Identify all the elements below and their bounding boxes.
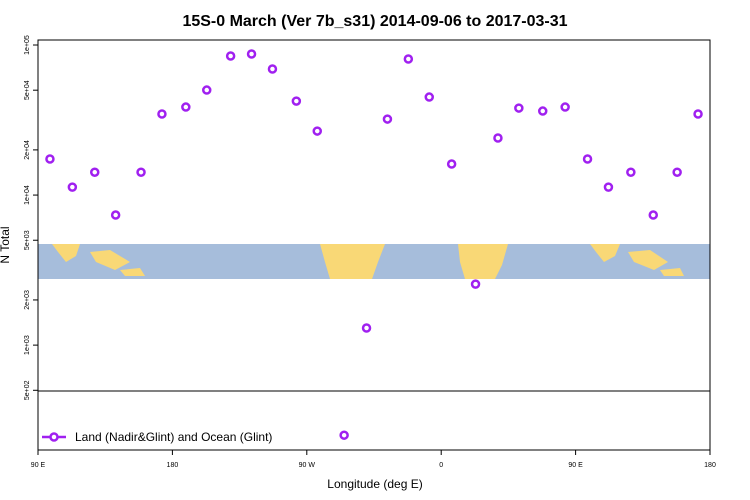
y-tick-label: 2e+03	[24, 290, 31, 310]
point	[201, 85, 212, 95]
point	[267, 64, 278, 74]
y-tick-label: 1e+05	[24, 35, 31, 55]
point	[537, 106, 548, 116]
y-tick-label: 1e+03	[24, 335, 31, 355]
x-axis-label: Longitude (deg E)	[327, 477, 422, 491]
x-tick-label: 180	[704, 462, 716, 469]
point	[446, 159, 457, 169]
point	[493, 133, 503, 143]
point	[672, 167, 682, 177]
map-band	[38, 244, 710, 279]
x-tick-label: 0	[439, 462, 443, 469]
y-axis-label: N Total	[0, 226, 12, 263]
legend-label: Land (Nadir&Glint) and Ocean (Glint)	[75, 430, 272, 444]
point	[582, 154, 593, 164]
chart-title: 15S-0 March (Ver 7b_s31) 2014-09-06 to 2…	[182, 13, 567, 30]
point	[382, 114, 393, 124]
point	[603, 182, 614, 192]
point	[246, 49, 257, 59]
point	[67, 182, 78, 192]
x-tick-label: 90 E	[31, 462, 46, 469]
point	[514, 103, 524, 113]
point	[403, 54, 414, 64]
point	[693, 109, 703, 119]
point	[136, 167, 146, 177]
x-tick-label: 90 W	[299, 462, 316, 469]
point	[157, 109, 167, 119]
point	[470, 279, 481, 289]
point	[225, 51, 236, 61]
point	[110, 210, 121, 220]
y-tick-label: 2e+04	[24, 140, 31, 160]
y-tick-label: 5e+02	[24, 380, 31, 400]
y-tick-label: 5e+04	[24, 80, 31, 100]
x-tick-label: 180	[167, 462, 179, 469]
y-tick-label: 1e+04	[24, 185, 31, 205]
point	[339, 430, 349, 440]
y-tick-label: 5e+03	[24, 230, 31, 250]
point	[560, 102, 570, 112]
point	[361, 323, 372, 333]
point	[89, 167, 100, 177]
point	[45, 154, 55, 164]
x-tick-label: 90 E	[568, 462, 583, 469]
point	[181, 102, 191, 112]
legend-marker	[49, 432, 59, 442]
point	[291, 96, 302, 106]
plot-frame	[37, 39, 711, 451]
point	[424, 92, 435, 102]
point	[626, 167, 636, 177]
point	[312, 126, 323, 136]
point	[648, 210, 659, 220]
